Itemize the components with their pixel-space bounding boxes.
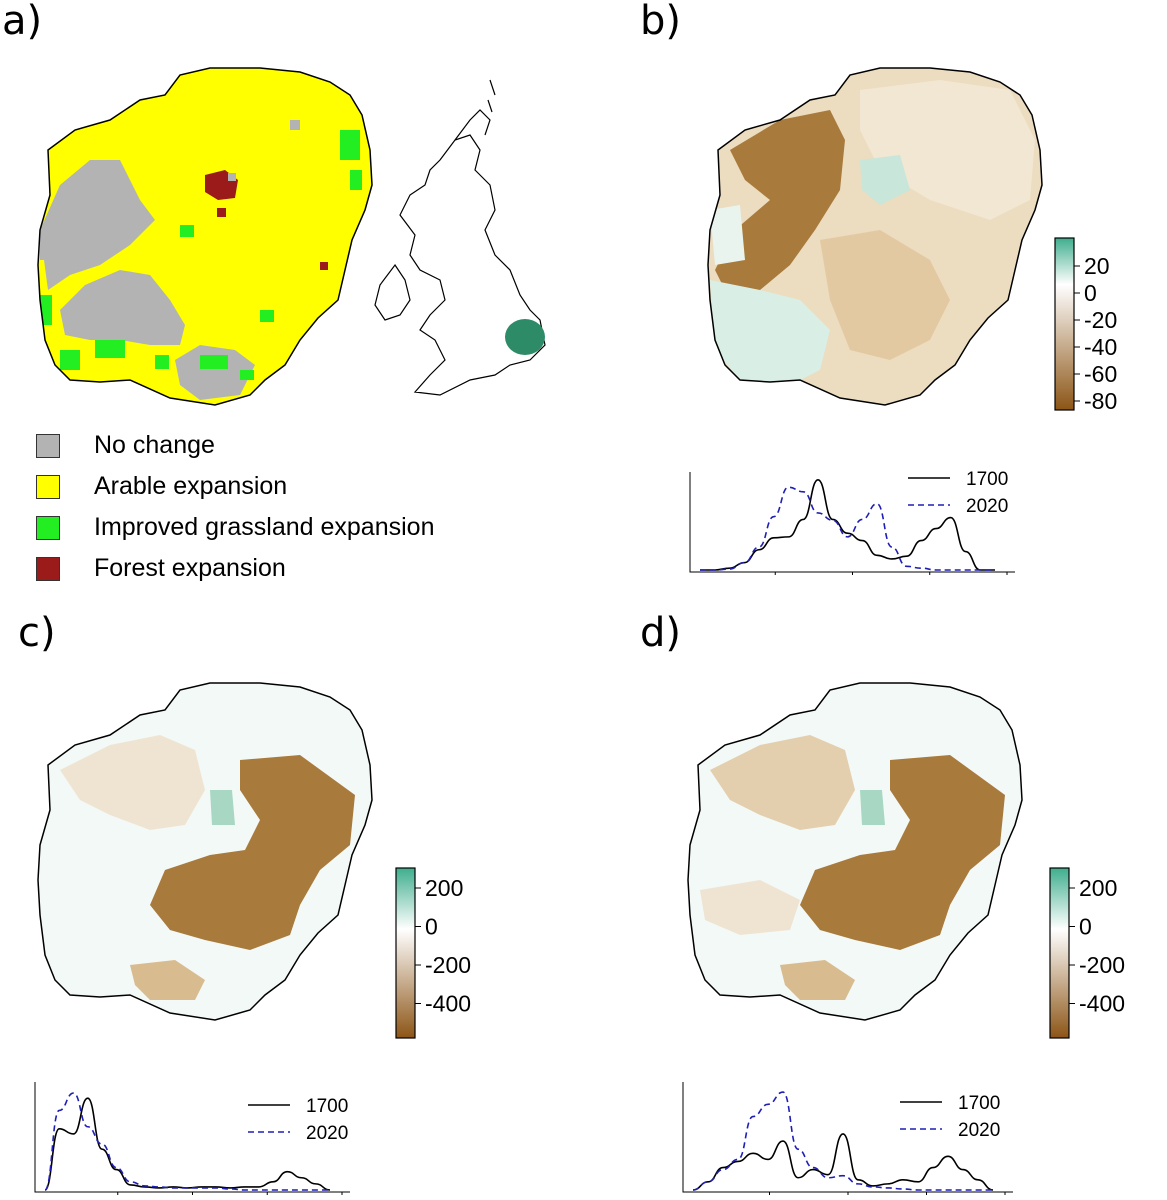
legend-label: Forest expansion [94, 554, 286, 582]
colorbar-d: 200 0 -200 -400 [1049, 867, 1125, 1039]
map-b [707, 67, 1043, 406]
colorbar-tick-label: -200 [425, 952, 471, 978]
density-plot-b: 1700 2020 [689, 469, 1015, 575]
colorbar-b-ticks: 200-20-40-60-80 [1074, 253, 1117, 414]
colorbar-tick-label: 0 [1079, 914, 1092, 940]
density-axes [689, 472, 1015, 573]
legend-swatch [36, 433, 60, 458]
colorbar-tick-label: 200 [425, 875, 463, 901]
locator-map [374, 79, 546, 396]
density-legend-label: 1700 [966, 469, 1008, 490]
legend-item: Arable expansion [36, 466, 434, 507]
locator-region [505, 319, 545, 355]
colorbar-tick-label: 200 [1079, 875, 1117, 901]
legend-swatch [36, 556, 60, 581]
legend-label: No change [94, 431, 215, 459]
density-line-1700 [692, 1133, 994, 1191]
map-d [687, 682, 1023, 1021]
legend-swatch [36, 515, 60, 540]
colorbar-tick-label: -400 [1079, 991, 1125, 1017]
legend-item: Improved grassland expansion [36, 507, 434, 548]
legend-swatch [36, 474, 60, 499]
density-line-1700 [700, 479, 995, 571]
colorbar-tick-label: 20 [1084, 253, 1110, 279]
density-legend-label: 1700 [958, 1093, 1000, 1114]
density-legend-label: 2020 [306, 1123, 348, 1144]
land-use-legend: No change Arable expansion Improved grassl… [36, 425, 434, 589]
density-legend-label: 2020 [958, 1120, 1000, 1141]
density-plot-c: 1700 2020 [34, 1082, 350, 1195]
panel-label-a: a) [2, 0, 43, 44]
land-use-map [37, 67, 373, 406]
legend-item: Forest expansion [36, 548, 434, 589]
density-line-2020 [44, 1092, 330, 1191]
panel-label-d: d) [640, 610, 681, 656]
colorbar-tick-label: -400 [425, 991, 471, 1017]
colorbar-tick-label: 0 [425, 914, 438, 940]
panel-label-c: c) [18, 610, 56, 656]
colorbar-tick-label: 0 [1084, 280, 1097, 306]
density-axes [682, 1082, 1013, 1193]
panel-label-b: b) [640, 0, 681, 44]
colorbar-tick-label: -200 [1079, 952, 1125, 978]
density-line-2020 [700, 486, 995, 571]
colorbar-tick-label: -60 [1084, 361, 1117, 387]
colorbar-b: 200-20-40-60-80 [1054, 237, 1117, 414]
legend-item: No change [36, 425, 434, 466]
colorbar-tick-label: -20 [1084, 307, 1117, 333]
colorbar-tick-label: -40 [1084, 334, 1117, 360]
legend-label: Arable expansion [94, 472, 288, 500]
colorbar-tick-label: -80 [1084, 388, 1117, 414]
colorbar-c: 200 0 -200 -400 [395, 867, 471, 1039]
map-c [37, 682, 373, 1021]
density-axes [34, 1082, 350, 1193]
density-line-2020 [692, 1091, 993, 1191]
density-legend-label: 1700 [306, 1096, 348, 1117]
legend-label: Improved grassland expansion [94, 513, 435, 541]
density-legend-label: 2020 [966, 496, 1008, 517]
density-line-1700 [44, 1097, 331, 1191]
density-plot-d: 1700 2020 [682, 1082, 1013, 1195]
